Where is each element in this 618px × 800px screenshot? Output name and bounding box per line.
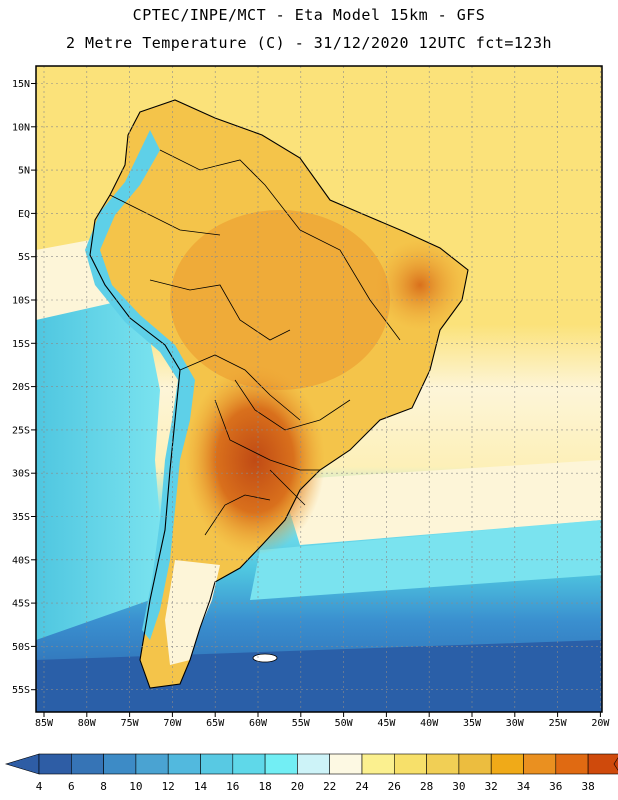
falkland-islands xyxy=(252,653,278,663)
lon-tick-label: 75W xyxy=(121,718,140,729)
lon-tick-label: 60W xyxy=(249,718,268,729)
lat-tick-label: 45S xyxy=(12,599,30,610)
lat-tick-label: 5S xyxy=(18,252,30,263)
colorbar-label: 10 xyxy=(129,780,142,793)
colorbar-label: 22 xyxy=(323,780,336,793)
map-frame xyxy=(35,65,603,713)
northeast-hot-spot xyxy=(375,240,465,330)
lon-tick-label: 45W xyxy=(377,718,396,729)
colorbar-segment xyxy=(232,753,266,775)
colorbar-label: 32 xyxy=(485,780,498,793)
colorbar-segment xyxy=(490,753,524,775)
colorbar-segment xyxy=(264,753,298,775)
colorbar-segment xyxy=(103,753,137,775)
colorbar-label: 26 xyxy=(388,780,401,793)
colorbar-label: 16 xyxy=(226,780,239,793)
lon-tick-label: 35W xyxy=(463,718,482,729)
colorbar-label: 30 xyxy=(452,780,465,793)
longitude-axis: 85W 80W 75W 70W 65W 60W 55W 50W 45W 40W 35W 30W 25W 2… xyxy=(35,712,610,729)
colorbar-segment xyxy=(167,753,201,775)
chart-title-line-1: CPTEC/INPE/MCT - Eta Model 15km - GFS xyxy=(132,6,486,24)
colorbar-segment xyxy=(523,753,557,775)
colorbar-label: 8 xyxy=(100,780,107,793)
lat-tick-label: 25S xyxy=(12,425,30,436)
lon-tick-label: 40W xyxy=(420,718,439,729)
colorbar-label: 36 xyxy=(549,780,562,793)
lat-tick-label: 10N xyxy=(12,122,30,133)
colorbar-segment xyxy=(200,753,234,775)
lat-tick-label: 10S xyxy=(12,296,30,307)
colorbar-segment xyxy=(555,753,589,775)
colorbar-segment xyxy=(38,753,72,775)
lat-tick-label: 40S xyxy=(12,555,30,566)
lat-lon-grid xyxy=(36,66,602,712)
lon-tick-label: 85W xyxy=(35,718,54,729)
lat-tick-label: 15S xyxy=(12,339,30,350)
lat-tick-label: 15N xyxy=(12,79,30,90)
lat-tick-label: EQ xyxy=(18,209,30,220)
lon-tick-label: 20W xyxy=(591,718,610,729)
colorbar-label: 34 xyxy=(517,780,531,793)
colorbar-segment xyxy=(329,753,363,775)
colorbar-segment xyxy=(393,753,427,775)
colorbar-label: 12 xyxy=(162,780,175,793)
central-hot-core xyxy=(185,365,325,555)
colorbar-label: 20 xyxy=(291,780,304,793)
chart-title-line-2: 2 Metre Temperature (C) - 31/12/2020 12U… xyxy=(65,34,553,52)
latitude-axis: 15N 10N 5N EQ 5S 10S 15S 20S 25S 30S 35S 40S 45S 50S 5… xyxy=(12,79,36,696)
lon-tick-label: 50W xyxy=(335,718,354,729)
colorbar-segment xyxy=(361,753,395,775)
colorbar-label: 14 xyxy=(194,780,208,793)
lat-tick-label: 50S xyxy=(12,642,30,653)
colorbar-segment xyxy=(426,753,460,775)
colorbar-low-end-arrow xyxy=(4,753,40,775)
pacific-cool-water xyxy=(36,290,160,640)
colorbar-label: 24 xyxy=(355,780,369,793)
colorbar: 4 6 8 10 12 14 16 18 20 22 24 26 28 30 32 34 36 38 xyxy=(4,753,618,793)
colorbar-label: 38 xyxy=(581,780,594,793)
interior-warm-zone xyxy=(170,210,390,390)
lat-tick-label: 20S xyxy=(12,382,30,393)
lat-tick-label: 55S xyxy=(12,685,30,696)
andes-cool-strip xyxy=(85,130,195,640)
lon-tick-label: 55W xyxy=(292,718,311,729)
lon-tick-label: 30W xyxy=(506,718,525,729)
colorbar-high-end-arrow xyxy=(613,757,618,771)
lat-tick-label: 30S xyxy=(12,469,30,480)
lat-tick-label: 35S xyxy=(12,512,30,523)
colorbar-segment xyxy=(297,753,330,775)
lat-tick-label: 5N xyxy=(18,166,30,177)
colorbar-segment xyxy=(135,753,169,775)
lon-tick-label: 80W xyxy=(78,718,97,729)
atlantic-pale-band xyxy=(280,460,602,545)
colorbar-segment xyxy=(71,753,104,775)
colorbar-segment xyxy=(458,753,492,775)
lon-tick-label: 25W xyxy=(549,718,568,729)
colorbar-label: 18 xyxy=(258,780,271,793)
colorbar-segment xyxy=(587,753,618,775)
colorbar-label: 6 xyxy=(68,780,75,793)
patagonia-pale-zone xyxy=(165,560,220,665)
lon-tick-label: 70W xyxy=(163,718,182,729)
country-borders xyxy=(89,99,469,689)
colorbar-label: 28 xyxy=(420,780,433,793)
colorbar-label: 4 xyxy=(36,780,43,793)
lon-tick-label: 65W xyxy=(206,718,225,729)
